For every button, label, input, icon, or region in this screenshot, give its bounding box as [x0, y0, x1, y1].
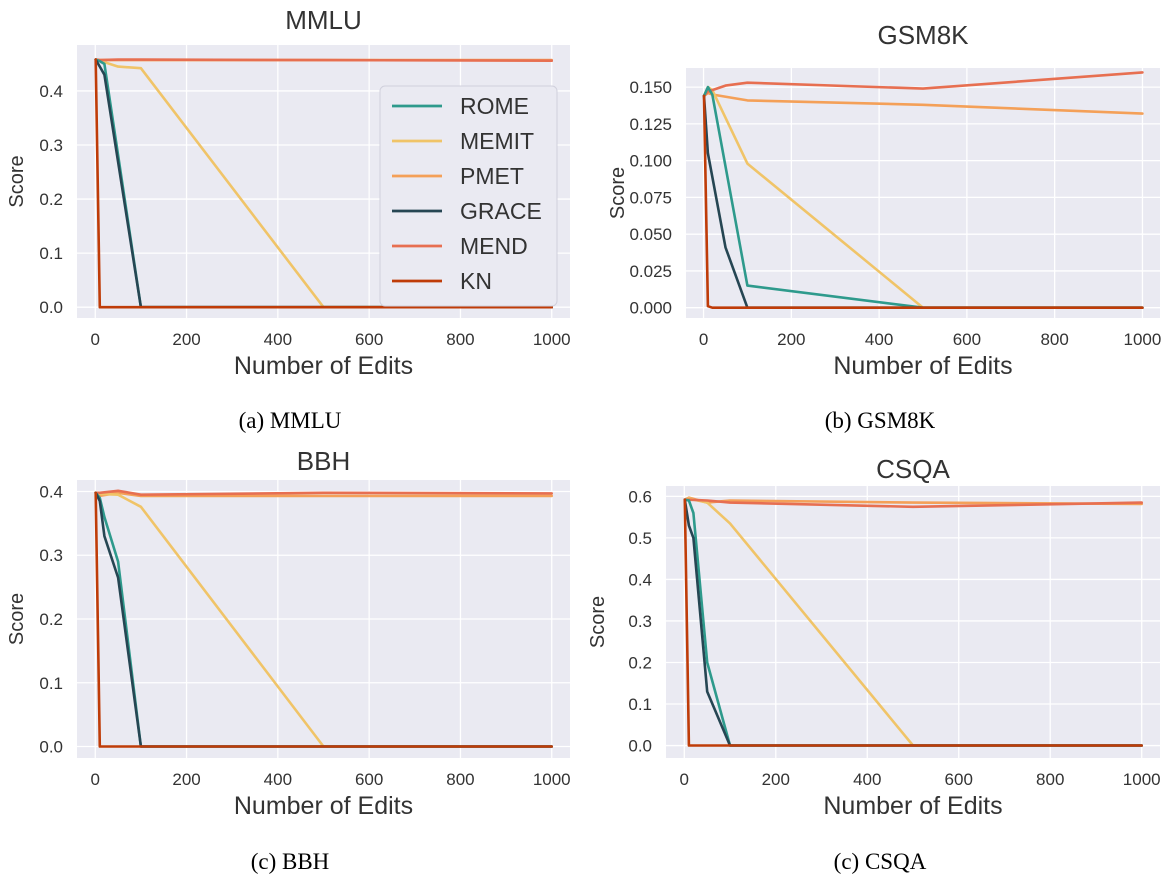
x-tick-label: 200: [777, 330, 805, 349]
legend-label: PMET: [460, 163, 524, 189]
x-tick-label: 800: [1040, 330, 1068, 349]
chart-title: GSM8K: [877, 20, 969, 50]
series-line-mend: [702, 71, 1144, 98]
y-tick-label: 0.100: [629, 152, 672, 171]
x-tick-label: 200: [172, 330, 200, 349]
x-tick-label: 400: [264, 330, 292, 349]
y-axis-label: Score: [6, 593, 28, 645]
series-line-kn: [702, 94, 1144, 310]
y-tick-label: 0.0: [39, 738, 63, 757]
chart-panel-bbh: 0 200 400 600 800 1000 0.0 0.1 0.2 0.3 0.4 BBH Numbe…: [6, 446, 571, 874]
subfigure-caption: (b) GSM8K: [825, 408, 936, 433]
x-tick-label: 1000: [1123, 770, 1161, 789]
x-tick-label: 600: [953, 330, 981, 349]
chart-title: MMLU: [285, 5, 362, 35]
y-tick-label: 0.3: [628, 612, 652, 631]
y-tick-label: 0.050: [629, 225, 672, 244]
plot-area: [686, 68, 1160, 318]
x-tick-label: 200: [762, 770, 790, 789]
chart-panel-gsm8k: 0 200 400 600 800 1000 0.000 0.025 0.050 0.075 0.1…: [607, 20, 1161, 433]
x-tick-label: 0: [680, 770, 689, 789]
x-tick-label: 1000: [533, 330, 571, 349]
x-tick-label: 600: [355, 330, 383, 349]
y-tick-label: 0.125: [629, 115, 672, 134]
x-tick-label: 400: [264, 770, 292, 789]
y-tick-label: 0.4: [628, 570, 652, 589]
subfigure-caption: (c) BBH: [251, 849, 330, 874]
x-axis-label: Number of Edits: [234, 352, 413, 380]
x-tick-label: 400: [865, 330, 893, 349]
y-tick-label: 0.025: [629, 262, 672, 281]
x-axis-label: Number of Edits: [234, 792, 413, 820]
y-tick-label: 0.2: [628, 653, 652, 672]
y-tick-label: 0.075: [629, 188, 672, 207]
legend-label: ROME: [460, 93, 529, 119]
legend: ROME MEMIT PMET GRACE MEND KN: [379, 85, 558, 307]
y-tick-label: 0.1: [628, 695, 652, 714]
x-tick-label: 600: [945, 770, 973, 789]
y-tick-label: 0.2: [39, 190, 63, 209]
legend-label: KN: [460, 268, 492, 294]
series-line-kn: [683, 498, 1143, 747]
x-tick-label: 1000: [1124, 330, 1162, 349]
x-tick-label: 0: [699, 330, 708, 349]
legend-label: MEND: [460, 233, 528, 259]
chart-title: BBH: [297, 446, 350, 476]
y-tick-label: 0.0: [628, 737, 652, 756]
y-tick-label: 0.0: [39, 298, 63, 317]
y-tick-label: 0.3: [39, 136, 63, 155]
series-line-mend: [94, 58, 554, 63]
series-line-mend: [94, 489, 554, 497]
chart-title: CSQA: [876, 454, 950, 484]
subfigure-caption: (c) CSQA: [834, 849, 927, 874]
y-axis-label: Score: [607, 167, 629, 219]
y-tick-label: 0.1: [39, 244, 63, 263]
x-tick-label: 200: [172, 770, 200, 789]
x-axis-label: Number of Edits: [833, 352, 1012, 380]
x-tick-label: 0: [91, 330, 100, 349]
x-tick-label: 800: [446, 330, 474, 349]
x-tick-label: 600: [355, 770, 383, 789]
y-tick-label: 0.5: [628, 529, 652, 548]
series-line-kn: [94, 491, 554, 748]
y-axis-label: Score: [6, 155, 28, 207]
y-tick-label: 0.4: [39, 82, 63, 101]
y-tick-label: 0.000: [629, 299, 672, 318]
x-tick-label: 800: [446, 770, 474, 789]
plot-area: [666, 486, 1160, 758]
y-tick-label: 0.2: [39, 610, 63, 629]
y-axis-label: Score: [587, 596, 609, 648]
y-tick-label: 0.4: [39, 482, 63, 501]
x-axis-label: Number of Edits: [823, 792, 1002, 820]
subfigure-caption: (a) MMLU: [239, 408, 342, 433]
y-tick-label: 0.150: [629, 78, 672, 97]
legend-label: GRACE: [460, 198, 542, 224]
x-tick-label: 400: [853, 770, 881, 789]
y-tick-label: 0.6: [628, 487, 652, 506]
legend-label: MEMIT: [460, 128, 534, 154]
x-tick-label: 800: [1036, 770, 1064, 789]
y-tick-label: 0.1: [39, 674, 63, 693]
x-tick-label: 0: [91, 770, 100, 789]
series-line-kn: [94, 58, 554, 309]
y-tick-label: 0.3: [39, 546, 63, 565]
chart-panel-csqa: 0 200 400 600 800 1000 0.0 0.1 0.2 0.3 0.4 0.5 0.6 CS…: [587, 454, 1161, 874]
x-tick-label: 1000: [533, 770, 571, 789]
